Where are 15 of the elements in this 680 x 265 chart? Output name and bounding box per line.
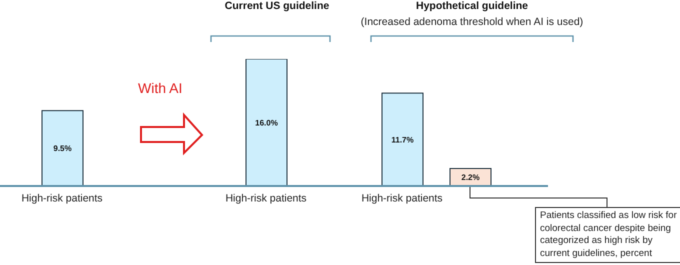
x-tick-label: High-risk patients — [225, 192, 307, 204]
x-tick-label: High-risk patients — [361, 192, 443, 204]
bar — [382, 92, 424, 186]
text: Current US guideline — [224, 0, 330, 12]
annotation: With AI — [138, 80, 184, 96]
data-label: 9.5% — [53, 144, 72, 154]
bar — [42, 110, 84, 186]
data-label: 2.2% — [461, 173, 480, 182]
x-tick-label: High-risk patients — [21, 192, 103, 204]
data-label: 16.0% — [255, 118, 278, 128]
bar — [246, 59, 288, 186]
data-label: 11.7% — [391, 135, 414, 144]
text: (Increased adenoma threshold when AI is used) — [360, 16, 584, 28]
text: Hypothetical guideline — [416, 0, 528, 12]
text: Patients classified as low risk for colorectal cancer despite being categorized as high risk by current guidelines, percent — [535, 207, 680, 263]
